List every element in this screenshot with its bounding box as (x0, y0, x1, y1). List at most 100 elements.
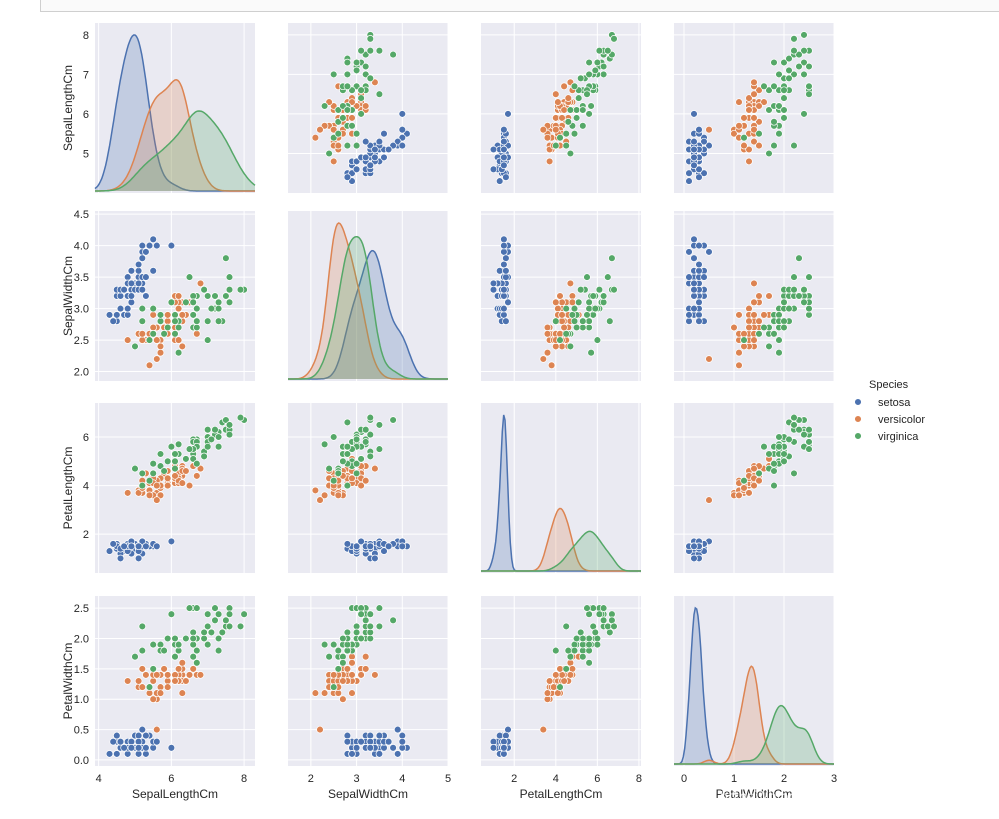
point-virginica (780, 323, 788, 332)
point-setosa (393, 725, 402, 734)
point-setosa (357, 537, 365, 546)
point-setosa (380, 153, 388, 162)
point-virginica (343, 442, 352, 451)
point-virginica (599, 62, 608, 71)
y-tick-label: 8 (83, 30, 89, 42)
point-virginica (570, 82, 579, 91)
point-virginica (795, 292, 803, 300)
point-versicolor (740, 484, 748, 492)
point-virginica (357, 455, 365, 463)
point-versicolor (755, 292, 763, 300)
point-versicolor (348, 671, 356, 679)
point-virginica (200, 628, 208, 637)
panel-PetalWidthCm-vs-SepalLengthCm (95, 596, 255, 766)
point-virginica (193, 304, 201, 313)
point-virginica (361, 616, 370, 625)
point-versicolor (760, 311, 768, 319)
point-virginica (591, 304, 600, 313)
point-setosa (145, 241, 154, 250)
point-setosa (123, 273, 132, 281)
point-versicolor (735, 311, 743, 319)
point-setosa (695, 173, 703, 181)
point-versicolor (160, 665, 168, 673)
point-versicolor (735, 98, 743, 106)
kde-line-versicolor (674, 665, 834, 765)
point-setosa (504, 110, 512, 118)
point-virginica (790, 70, 798, 79)
point-setosa (167, 537, 176, 546)
point-versicolor (730, 323, 738, 332)
point-setosa (167, 241, 176, 250)
point-setosa (116, 554, 125, 563)
point-virginica (608, 254, 616, 262)
point-virginica (131, 464, 139, 473)
y-tick-label: 3.5 (74, 272, 89, 284)
point-versicolor (556, 665, 564, 673)
point-virginica (570, 646, 579, 655)
point-versicolor (153, 725, 161, 734)
point-versicolor (138, 665, 147, 673)
notebook-cell-border (40, 0, 999, 12)
point-setosa (375, 137, 384, 146)
point-setosa (489, 279, 498, 288)
point-setosa (138, 241, 147, 250)
point-virginica (585, 304, 593, 313)
kde-fill-virginica (288, 236, 448, 379)
point-virginica (375, 90, 384, 98)
point-setosa (352, 165, 361, 174)
point-versicolor (311, 689, 320, 697)
point-virginica (329, 433, 338, 441)
point-virginica (552, 646, 560, 655)
point-versicolor (558, 114, 566, 122)
point-virginica (329, 476, 338, 485)
point-versicolor (745, 157, 753, 166)
point-versicolor (174, 304, 183, 313)
point-virginica (785, 54, 793, 63)
point-virginica (599, 292, 608, 300)
point-versicolor (552, 671, 560, 679)
point-versicolor (320, 689, 329, 697)
x-axis-label: PetalLengthCm (520, 787, 603, 801)
point-versicolor (745, 94, 753, 102)
point-virginica (138, 646, 147, 655)
point-virginica (145, 476, 154, 485)
legend-label-versicolor: versicolor (878, 414, 925, 426)
point-setosa (705, 248, 713, 256)
point-versicolor (735, 491, 743, 500)
point-virginica (361, 438, 370, 446)
point-virginica (366, 413, 375, 422)
point-virginica (770, 459, 778, 468)
point-virginica (343, 481, 352, 490)
point-virginica (770, 58, 778, 67)
point-virginica (760, 323, 768, 332)
point-versicolor (163, 311, 172, 319)
point-setosa (695, 317, 703, 325)
point-versicolor (552, 114, 560, 122)
point-virginica (775, 433, 783, 441)
point-virginica (562, 622, 570, 631)
panel-PetalLengthCm-vs-SepalLengthCm (95, 403, 255, 573)
legend-marker-versicolor (854, 415, 862, 423)
point-virginica (800, 46, 808, 55)
point-virginica (352, 469, 361, 478)
point-setosa (138, 254, 147, 262)
point-setosa (685, 311, 693, 319)
point-versicolor (361, 665, 370, 673)
point-versicolor (171, 472, 179, 480)
y-tick-label: 6 (83, 432, 89, 444)
point-virginica (775, 70, 783, 79)
panel-PetalLengthCm-vs-PetalWidthCm (674, 403, 835, 573)
point-virginica (320, 640, 329, 649)
point-versicolor (740, 342, 748, 351)
point-virginica (185, 604, 194, 612)
point-versicolor (566, 671, 575, 679)
point-versicolor (371, 464, 379, 473)
point-versicolor (552, 125, 560, 134)
point-virginica (587, 348, 595, 357)
point-virginica (131, 652, 139, 661)
point-setosa (695, 165, 703, 174)
point-versicolor (750, 464, 758, 473)
point-setosa (142, 273, 150, 281)
point-versicolor (320, 491, 329, 500)
point-setosa (127, 744, 136, 752)
